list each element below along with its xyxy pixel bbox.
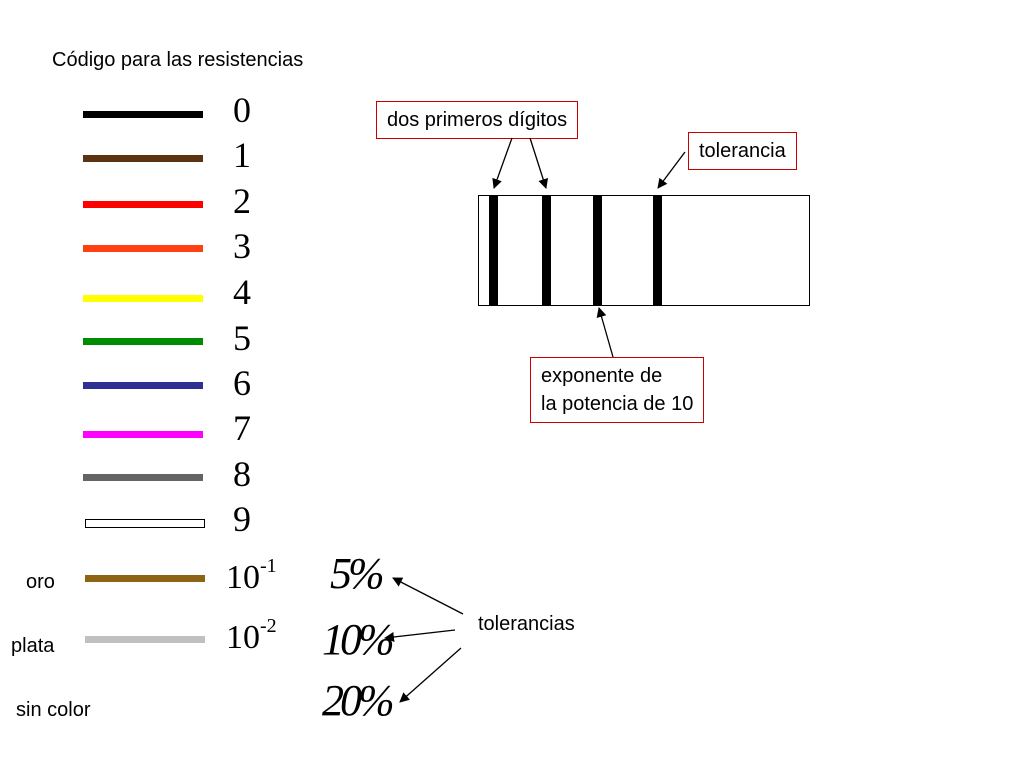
tolerance-10: 10%: [322, 615, 395, 664]
arrow-second-digit: [529, 137, 549, 189]
digit-8: 8: [233, 454, 251, 494]
digit-9: 9: [233, 499, 251, 539]
no-color-label: sin color: [16, 699, 91, 721]
band-green: [83, 338, 203, 345]
resistor-body: [478, 195, 810, 306]
band-silver: [85, 636, 205, 643]
band-orange: [83, 245, 203, 252]
silver-label: plata: [11, 635, 55, 657]
digit-5: 5: [233, 318, 251, 358]
arrow-tolerance-5: [392, 577, 464, 615]
band-white: [85, 519, 205, 528]
tolerance-5: 5%: [330, 549, 385, 598]
band-black: [83, 111, 203, 118]
page-title: Código para las resistencias: [52, 49, 304, 71]
exponent-callout: exponente de la potencia de 10: [530, 357, 705, 423]
digit-0: 0: [233, 90, 251, 130]
arrow-first-digit: [492, 137, 513, 189]
band-gold: [85, 575, 205, 582]
resistor-band-3: [593, 196, 602, 305]
exponent-callout-line2: la potencia de 10: [541, 393, 694, 415]
band-violet: [83, 431, 203, 438]
arrow-tolerance-band: [657, 151, 686, 189]
arrow-exponent-band: [596, 307, 614, 358]
digit-6: 6: [233, 363, 251, 403]
tolerance-20: 20%: [322, 676, 395, 725]
digit-1: 1: [233, 135, 251, 175]
digit-4: 4: [233, 272, 251, 312]
resistor-band-4: [653, 196, 662, 305]
gold-label: oro: [26, 571, 55, 593]
digit-2: 2: [233, 181, 251, 221]
arrow-tolerance-20: [399, 647, 462, 703]
resistor-band-1: [489, 196, 498, 305]
band-red: [83, 201, 203, 208]
multiplier-gold: 10-1: [226, 555, 277, 596]
digit-3: 3: [233, 226, 251, 266]
band-brown: [83, 155, 203, 162]
exponent-callout-line1: exponente de: [541, 365, 663, 387]
resistor-band-2: [542, 196, 551, 305]
tolerances-label: tolerancias: [478, 613, 575, 635]
digit-7: 7: [233, 408, 251, 448]
band-gray: [83, 474, 203, 481]
band-yellow: [83, 295, 203, 302]
tolerance-callout: tolerancia: [688, 132, 797, 170]
multiplier-silver: 10-2: [226, 615, 277, 656]
first-digits-callout: dos primeros dígitos: [376, 101, 579, 139]
band-blue: [83, 382, 203, 389]
arrow-tolerance-10: [384, 629, 456, 642]
